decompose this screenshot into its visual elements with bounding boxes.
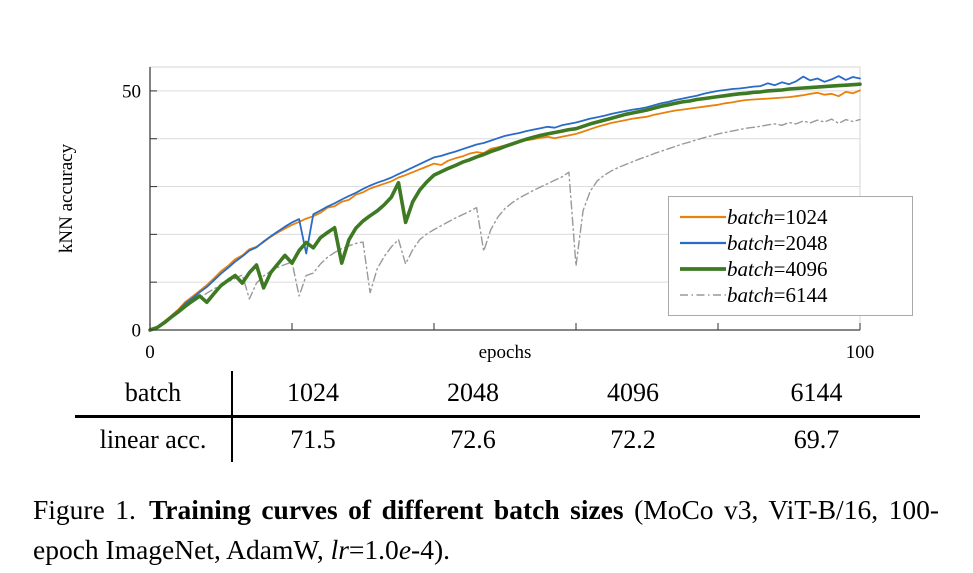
legend-item-batch-1024: batch=1024	[679, 204, 908, 230]
table-cell-acc-6144: 69.7	[793, 425, 840, 454]
legend-item-batch-2048: batch=2048	[679, 230, 908, 256]
legend-line-batch-4096	[680, 267, 726, 271]
legend-label-batch-4096: batch=4096	[727, 257, 828, 282]
curve-batch-2048	[149, 75, 861, 331]
legend-label-batch-1024: batch=1024	[727, 205, 828, 230]
caption-segment: lr	[330, 533, 349, 565]
x-tick-label: 0	[145, 342, 155, 363]
legend-value: =4096	[773, 256, 828, 281]
legend-var: batch	[727, 256, 774, 281]
table-cell-batch-1024: 1024	[287, 378, 339, 407]
legend-value: =2048	[773, 230, 828, 255]
table-cell-acc-2048: 72.6	[450, 425, 496, 454]
legend-item-batch-6144: batch=6144	[679, 282, 908, 308]
legend-var: batch	[727, 204, 774, 229]
legend-value: =1024	[773, 204, 828, 229]
caption-segment: (MoCo v3, ViT-B/16, 100-epoch ImageNet, …	[33, 493, 939, 565]
table-header-batch: batch	[75, 371, 233, 415]
legend-line-batch-2048	[680, 241, 726, 245]
caption-segment: -4).	[411, 533, 450, 565]
table-cell-acc-4096: 72.2	[610, 425, 656, 454]
legend-label-batch-6144: batch=6144	[727, 283, 828, 308]
table-header-linear-acc: linear acc.	[75, 418, 233, 462]
chart-legend: batch=1024 batch=2048 batch=4096 batch=6…	[668, 196, 913, 316]
y-tick-label: 50	[122, 81, 141, 102]
legend-var: batch	[727, 230, 774, 255]
legend-line-batch-6144	[680, 294, 726, 296]
y-axis-label: kNN accuracy	[56, 143, 77, 253]
legend-line-batch-1024	[680, 215, 726, 219]
caption-segment: =1.0	[348, 533, 399, 565]
x-axis-label: epochs	[479, 342, 532, 363]
legend-label-batch-2048: batch=2048	[727, 231, 828, 256]
table-row-batch: batch 1024 2048 4096 6144	[75, 371, 920, 418]
y-tick-label: 0	[132, 321, 142, 342]
caption-segment: Training curves of different batch sizes	[148, 493, 624, 525]
figure-caption: Figure 1. Training curves of different ba…	[33, 490, 939, 570]
curve-batch-6144	[149, 118, 861, 331]
curve-batch-4096	[148, 82, 862, 332]
training-curves-chart: 0 50 0 100 epochs kNN accuracy	[56, 66, 875, 363]
table-cell-batch-6144: 6144	[790, 378, 843, 407]
caption-segment: e	[398, 533, 412, 565]
legend-var: batch	[727, 282, 774, 307]
legend-value: =6144	[773, 282, 828, 307]
legend-item-batch-4096: batch=4096	[679, 256, 908, 282]
table-cell-batch-4096: 4096	[607, 378, 659, 407]
table-cell-batch-2048: 2048	[447, 378, 499, 407]
x-tick-label: 100	[846, 342, 875, 363]
caption-segment: Figure 1.	[33, 493, 136, 525]
table-row-linear-acc: linear acc. 71.5 72.6 72.2 69.7	[75, 418, 920, 462]
table-cell-acc-1024: 71.5	[290, 425, 336, 454]
results-table: batch 1024 2048 4096 6144 linear acc. 71…	[75, 371, 920, 462]
